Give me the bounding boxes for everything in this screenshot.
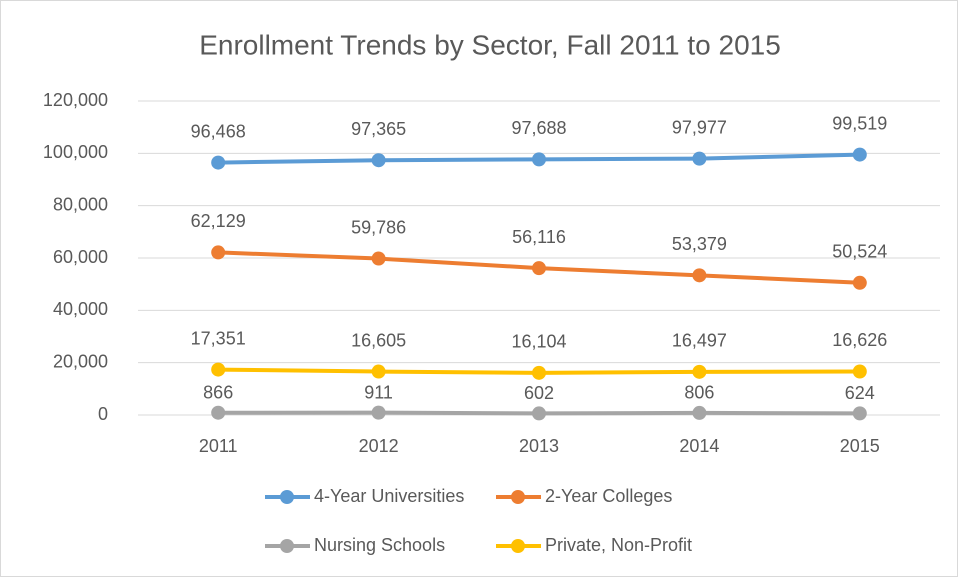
- legend-label: Private, Non-Profit: [545, 535, 692, 555]
- point: [692, 268, 707, 283]
- point: [692, 151, 707, 166]
- y-tick-label: 120,000: [43, 90, 108, 110]
- point: [211, 405, 226, 420]
- data-label: 624: [845, 383, 875, 403]
- point: [371, 251, 386, 266]
- data-label: 53,379: [672, 234, 727, 254]
- point: [371, 405, 386, 420]
- data-label: 97,365: [351, 119, 406, 139]
- point: [852, 275, 867, 290]
- point: [532, 152, 546, 167]
- y-tick-label: 0: [98, 404, 108, 424]
- data-label: 59,786: [351, 217, 406, 237]
- y-tick-label: 20,000: [53, 351, 108, 371]
- y-tick-label: 40,000: [53, 299, 108, 319]
- data-label: 16,605: [351, 330, 406, 350]
- chart-title: Enrollment Trends by Sector, Fall 2011 t…: [199, 29, 781, 60]
- point: [211, 245, 226, 260]
- data-label: 97,688: [511, 118, 566, 138]
- data-label: 866: [203, 382, 233, 402]
- point: [852, 147, 867, 162]
- point: [371, 364, 386, 379]
- legend-label: Nursing Schools: [314, 535, 445, 555]
- x-tick-label: 2015: [840, 436, 880, 456]
- point: [211, 155, 226, 170]
- point: [852, 364, 867, 379]
- data-label: 99,519: [832, 113, 887, 133]
- data-label: 602: [524, 383, 554, 403]
- point: [532, 261, 546, 276]
- point: [211, 362, 226, 377]
- point: [532, 406, 546, 421]
- legend-label: 4-Year Universities: [314, 486, 464, 506]
- y-tick-label: 100,000: [43, 142, 108, 162]
- x-tick-label: 2012: [359, 436, 399, 456]
- point: [532, 365, 546, 380]
- legend-marker: [511, 539, 525, 553]
- y-tick-label: 60,000: [53, 247, 108, 267]
- point: [692, 405, 707, 420]
- y-tick-label: 80,000: [53, 194, 108, 214]
- legend-marker: [280, 539, 294, 553]
- point: [852, 406, 867, 421]
- data-label: 806: [684, 383, 714, 403]
- data-label: 97,977: [672, 117, 727, 137]
- legend-marker: [280, 490, 294, 504]
- data-label: 62,129: [191, 211, 246, 231]
- point: [371, 153, 386, 168]
- x-tick-label: 2013: [519, 436, 559, 456]
- data-label: 96,468: [191, 121, 246, 141]
- legend-marker: [511, 490, 525, 504]
- data-label: 16,104: [511, 332, 566, 352]
- x-tick-label: 2014: [679, 436, 719, 456]
- data-label: 56,116: [512, 227, 566, 247]
- x-tick-label: 2011: [199, 436, 238, 456]
- data-label: 911: [364, 382, 393, 402]
- data-label: 16,626: [832, 330, 887, 350]
- data-label: 16,497: [672, 331, 727, 351]
- legend-label: 2-Year Colleges: [545, 486, 672, 506]
- data-label: 50,524: [832, 242, 887, 262]
- point: [692, 364, 707, 379]
- data-label: 17,351: [191, 328, 246, 348]
